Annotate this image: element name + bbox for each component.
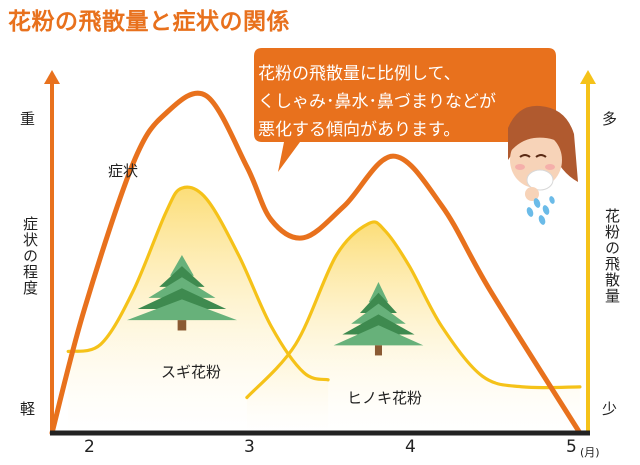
right-axis-title: 花粉の飛散量 <box>603 208 621 304</box>
left-axis-title: 症状の程度 <box>21 216 39 296</box>
x-tick-label: 4 <box>405 437 416 457</box>
x-tick-label: 3 <box>244 437 255 457</box>
right-axis-arrow <box>580 70 596 84</box>
sneezing-person-icon <box>508 105 578 225</box>
callout-bubble <box>254 48 556 172</box>
x-tick-label: 2 <box>84 437 95 457</box>
x-tick-label: 5 <box>566 437 577 457</box>
callout-line: 花粉の飛散量に比例して、 <box>258 64 461 84</box>
sugi-pollen-curve <box>66 185 330 382</box>
cedar-tree-icon <box>333 282 424 356</box>
chart-title: 花粉の飛散量と症状の関係 <box>8 9 290 35</box>
callout-line: 悪化する傾向があります。 <box>258 120 461 140</box>
x-unit-label: (月) <box>580 446 600 459</box>
left-axis-top-label: 重 <box>20 110 36 128</box>
hinoki-pollen-curve <box>245 220 582 400</box>
right-axis-bottom-label: 少 <box>602 400 618 418</box>
pollen-glow-area <box>246 221 580 433</box>
left-axis-bottom-label: 軽 <box>20 400 36 418</box>
series-label-symptom: 症状 <box>108 162 139 180</box>
left-axis-arrow <box>44 70 60 84</box>
series-label-sugi: スギ花粉 <box>161 363 222 381</box>
callout-text: 花粉の飛散量に比例して、 くしゃみ･鼻水･鼻づまりなどが 悪化する傾向があります… <box>258 60 558 144</box>
right-axis-top-label: 多 <box>602 110 618 128</box>
callout-line: くしゃみ･鼻水･鼻づまりなどが <box>258 92 496 112</box>
series-label-hinoki: ヒノキ花粉 <box>347 389 423 407</box>
cedar-tree-icon <box>126 255 238 331</box>
symptom-curve <box>49 90 583 436</box>
